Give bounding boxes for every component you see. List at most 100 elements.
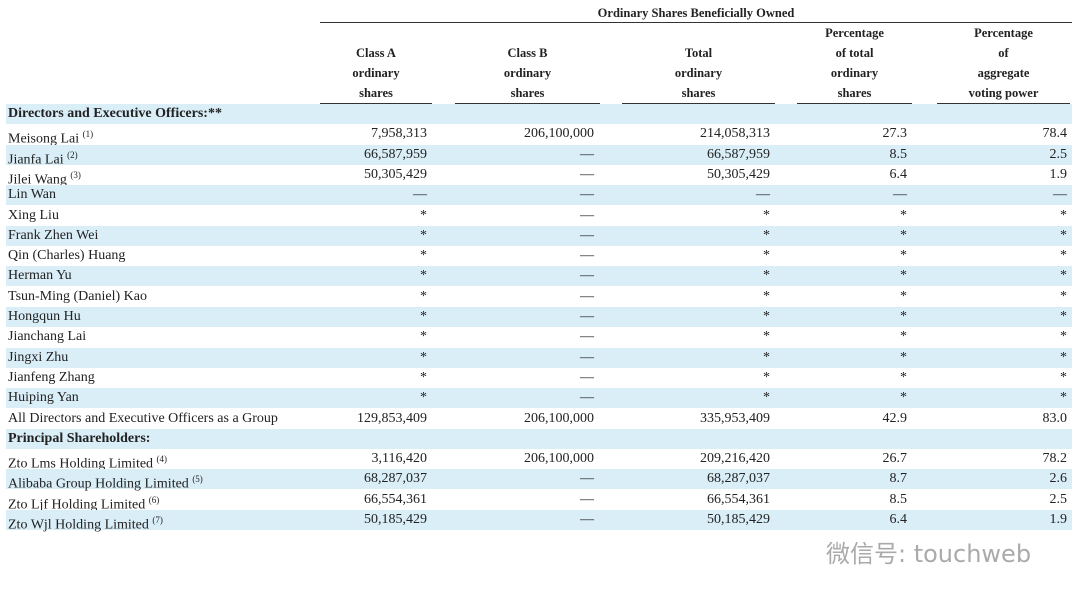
table-row: Zto Ljf Holding Limited (6) 66,554,361 — 66… (6, 490, 1072, 513)
row-label: Jianfa Lai (2) (8, 146, 78, 170)
row-label: Zto Lms Holding Limited (4) (8, 450, 167, 474)
name: Zto Lms Holding Limited (8, 456, 154, 472)
cell-value: 335,953,409 (700, 410, 770, 426)
cell-value: — (413, 187, 427, 203)
cell-value: * (1060, 390, 1067, 406)
cell-value: — (580, 349, 594, 365)
header-rule (797, 103, 912, 104)
cell-value: — (756, 187, 770, 203)
cell-value: — (580, 309, 594, 324)
footnote-ref: (5) (192, 474, 203, 485)
header-rule (320, 103, 432, 104)
cell-value: — (580, 369, 594, 385)
column-header: aggregate (977, 66, 1030, 80)
cell-value: * (763, 309, 770, 324)
cell-value: * (763, 227, 770, 243)
cell-value: * (900, 329, 907, 345)
cell-value: — (580, 248, 594, 264)
cell-value: * (420, 309, 427, 324)
cell-value: 78.2 (1042, 451, 1068, 467)
cell-value: * (420, 369, 427, 385)
cell-value: — (580, 288, 594, 304)
row-label: Huiping Yan (8, 389, 79, 407)
cell-value: 214,058,313 (700, 126, 770, 142)
name: All Directors and Executive Officers as … (8, 410, 278, 426)
column-header: of total (835, 46, 874, 60)
table-row: Hongqun Hu * — * * * (6, 307, 1072, 327)
cell-value: 8.5 (889, 146, 908, 162)
name: Xing Liu (8, 207, 59, 223)
column-header: ordinary (503, 66, 552, 80)
name: Hongqun Hu (8, 309, 81, 324)
row-label: Xing Liu (8, 207, 59, 225)
cell-value: — (580, 146, 594, 162)
section-label: Principal Shareholders: (8, 430, 151, 446)
name: Alibaba Group Holding Limited (8, 477, 189, 493)
row-label: Meisong Lai (1) (8, 125, 93, 149)
cell-value: — (580, 268, 594, 284)
column-header: Percentage (825, 26, 884, 40)
cell-value: — (580, 207, 594, 223)
table-row: Frank Zhen Wei * — * * * (6, 225, 1072, 246)
name: Tsun-Ming (Daniel) Kao (8, 288, 147, 304)
row-label: Zto Wjl Holding Limited (7) (8, 511, 163, 535)
cell-value: * (1060, 309, 1067, 324)
header-rule (622, 103, 775, 104)
table-row: Qin (Charles) Huang * — * * * (6, 246, 1072, 266)
row-label: Jilei Wang (3) (8, 166, 81, 190)
cell-value: 27.3 (882, 126, 908, 142)
cell-value: 83.0 (1042, 410, 1068, 426)
row-label: Jianchang Lai (8, 328, 86, 346)
name: Qin (Charles) Huang (8, 248, 126, 264)
cell-value: — (580, 512, 594, 527)
cell-value: 50,185,429 (707, 512, 770, 527)
table-row: Alibaba Group Holding Limited (5) 68,287,… (6, 469, 1072, 493)
cell-value: 42.9 (882, 410, 908, 426)
cell-value: * (900, 248, 907, 264)
cell-value: * (1060, 227, 1067, 243)
row-label: Jingxi Zhu (8, 349, 68, 367)
cell-value: * (1060, 288, 1067, 304)
column-header: ordinary (352, 66, 400, 80)
table-row: Herman Yu * — * * * (6, 266, 1072, 287)
footnote-ref: (6) (148, 494, 160, 505)
row-label: Hongqun Hu (8, 308, 81, 326)
name: Herman Yu (8, 268, 72, 284)
column-header: Class A (356, 46, 396, 60)
column-header: shares (359, 86, 393, 100)
column-header: Class B (507, 46, 548, 60)
column-header: Percentage (974, 26, 1033, 40)
cell-value: * (763, 349, 770, 365)
footnote-ref: (1) (82, 129, 94, 140)
name: Jianchang Lai (8, 329, 87, 345)
cell-value: * (420, 390, 427, 406)
cell-value: 7,958,313 (371, 126, 427, 142)
cell-value: * (420, 207, 427, 223)
cell-value: * (763, 268, 770, 284)
footnote-ref: (3) (70, 169, 81, 180)
table-row: Jianchang Lai * — * * * (6, 327, 1072, 347)
column-header: ordinary (674, 66, 723, 80)
group-header: Ordinary Shares Beneficially Owned (597, 6, 795, 20)
cell-value: 209,216,420 (700, 451, 770, 467)
table-row: Lin Wan — — — — — (6, 185, 1072, 206)
name: Huiping Yan (8, 390, 79, 406)
cell-value: 66,587,959 (364, 146, 427, 162)
table-row: Jilei Wang (3) 50,305,429 — 50,305,429 6.4 1.… (6, 165, 1072, 188)
cell-value: — (580, 390, 594, 406)
row-label: All Directors and Executive Officers as … (8, 410, 278, 428)
name: Zto Wjl Holding Limited (8, 517, 149, 533)
cell-value: * (420, 288, 427, 304)
cell-value: * (900, 369, 907, 385)
cell-value: * (763, 390, 770, 406)
cell-value: * (900, 288, 907, 304)
section-label: Directors and Executive Officers:** (8, 106, 222, 121)
cell-value: — (580, 187, 594, 203)
footnote-ref: (4) (156, 454, 168, 465)
column-header: ordinary (830, 66, 879, 80)
cell-value: * (420, 268, 427, 284)
cell-value: 8.5 (889, 491, 908, 507)
watermark: 微信号: touchweb (826, 540, 1032, 568)
rule (320, 22, 1072, 23)
cell-value: * (900, 349, 907, 365)
